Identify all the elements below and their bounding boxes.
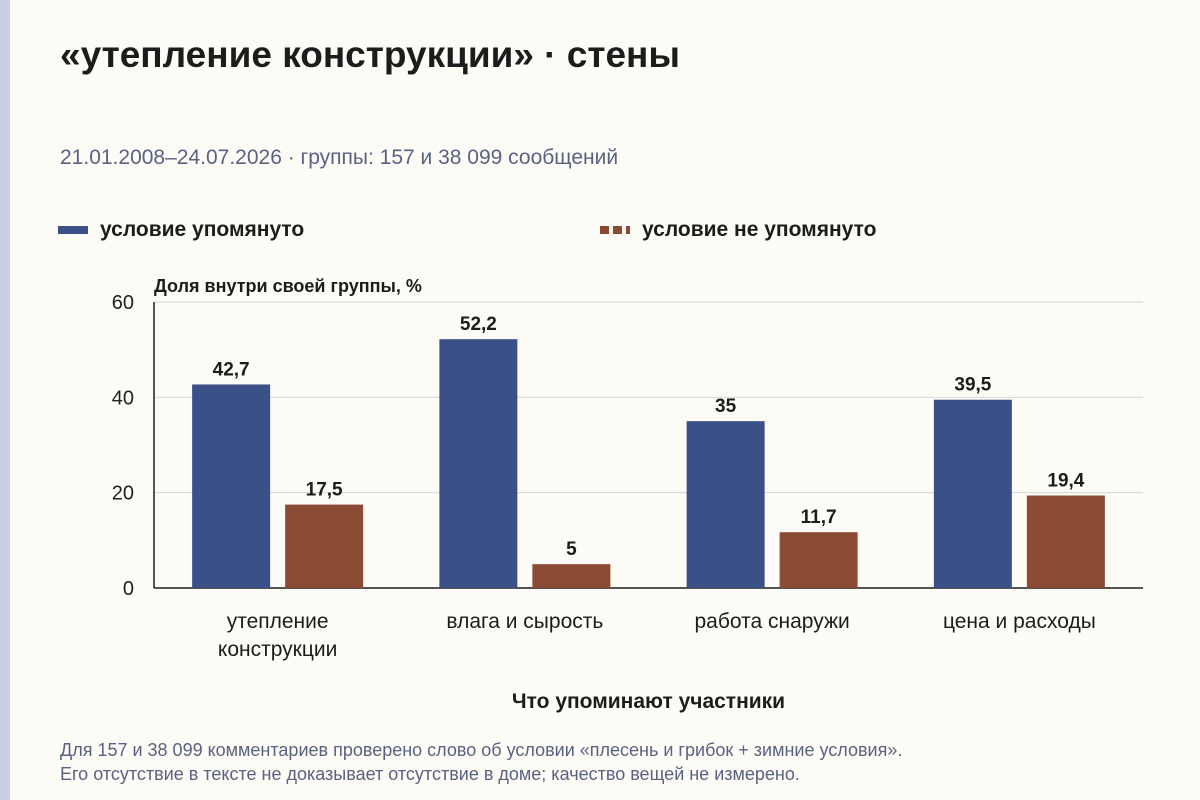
legend-swatch-mentioned [58, 226, 88, 234]
y-axis-label: Доля внутри своей группы, % [154, 276, 422, 296]
y-tick-label: 20 [112, 483, 134, 505]
footnote-line-1: Для 157 и 38 099 комментариев проверено … [60, 740, 903, 760]
legend-item-not-mentioned: условие не упомянуто [600, 218, 876, 242]
bar-mentioned [933, 399, 1012, 588]
footnote-line-2: Его отсутствие в тексте не доказывает от… [60, 764, 800, 784]
legend-label-not-mentioned: условие не упомянуто [642, 218, 877, 241]
bar-value-label: 42,7 [213, 359, 250, 380]
bar-chart: 0 20 40 60 Доля внутри своей группы, % 42,7 17… [112, 276, 1143, 713]
legend-label-mentioned: условие упомянуто [100, 218, 305, 241]
bar-value-label: 11,7 [801, 507, 837, 528]
bar-not-mentioned [779, 532, 858, 588]
legend-swatch-not-mentioned [600, 226, 630, 234]
bar-mentioned [439, 339, 518, 588]
bar-value-label: 17,5 [306, 480, 343, 501]
bar-value-label: 35 [715, 396, 737, 417]
footnote: Для 157 и 38 099 комментариев проверено … [60, 738, 1180, 786]
bar-mentioned [192, 384, 271, 588]
x-axis-label: Что упоминают участники [512, 690, 785, 713]
x-tick-label: конструкции [218, 638, 337, 661]
y-tick-label: 40 [112, 387, 134, 409]
bar-not-mentioned [532, 564, 611, 588]
bar-not-mentioned [285, 504, 364, 588]
x-tick-label: работа снаружи [695, 610, 850, 633]
x-tick-label: влага и сырость [446, 610, 603, 633]
x-tick-label: цена и расходы [943, 610, 1096, 633]
chart-subtitle: 21.01.2008–24.07.2026 · группы: 157 и 38… [60, 146, 619, 169]
bar-value-label: 19,4 [1047, 471, 1084, 492]
bar-value-label: 52,2 [460, 314, 497, 335]
y-tick-label: 0 [123, 578, 134, 600]
y-tick-label: 60 [112, 292, 134, 314]
chart-title: «утепление конструкции» · стены [60, 34, 681, 75]
side-stripe [0, 0, 10, 800]
bar-not-mentioned [1026, 495, 1105, 588]
x-tick-label: утепление [227, 610, 329, 633]
bar-value-label: 39,5 [954, 375, 991, 396]
legend-item-mentioned: условие упомянуто [58, 218, 304, 242]
bar-mentioned [686, 421, 765, 588]
bar-value-label: 5 [566, 539, 577, 560]
